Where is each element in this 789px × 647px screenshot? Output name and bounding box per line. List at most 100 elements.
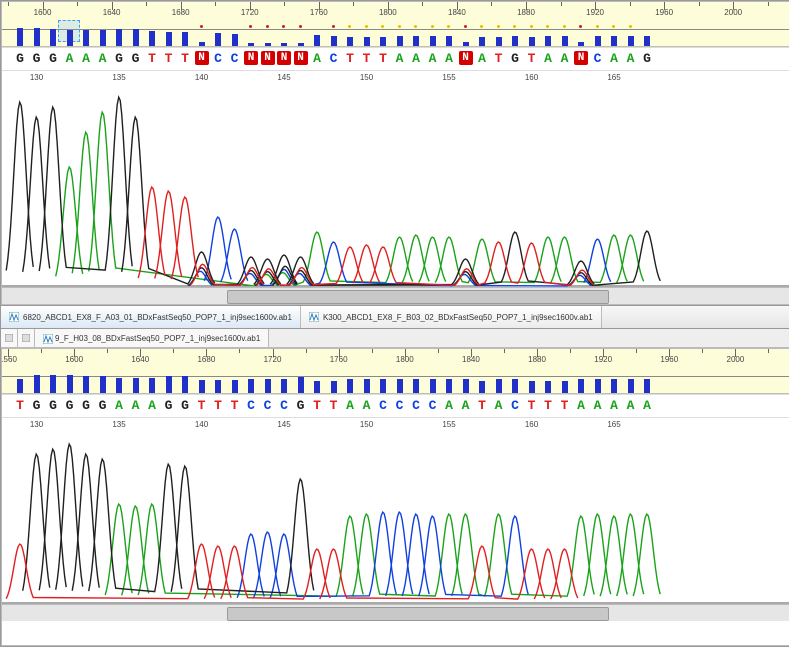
bottom-sequence-row[interactable]: TGGGGGAAAGGTTTCCCGTTAACCCCAATACTTTAAAAA — [2, 394, 789, 418]
base-G[interactable]: G — [45, 398, 61, 413]
base-G[interactable]: G — [12, 51, 28, 66]
base-T[interactable]: T — [12, 398, 28, 413]
top-ruler: 1600164016801720176018001840188019201960… — [2, 2, 789, 30]
base-A[interactable]: A — [111, 398, 127, 413]
base-G[interactable]: G — [95, 398, 111, 413]
bottom-hscroll[interactable] — [2, 604, 789, 621]
tab-label: 9_F_H03_08_BDxFastSeq50_POP7_1_inj9sec16… — [55, 334, 260, 343]
base-T[interactable]: T — [524, 51, 540, 66]
base-C[interactable]: C — [408, 398, 424, 413]
base-A[interactable]: A — [128, 398, 144, 413]
base-T[interactable]: T — [210, 398, 226, 413]
base-A[interactable]: A — [491, 398, 507, 413]
base-A[interactable]: A — [342, 398, 358, 413]
base-T[interactable]: T — [144, 51, 160, 66]
bottom-hscroll-thumb[interactable] — [227, 607, 609, 621]
base-A[interactable]: A — [606, 398, 622, 413]
base-G[interactable]: G — [639, 51, 655, 66]
base-A[interactable]: A — [359, 398, 375, 413]
base-C[interactable]: C — [507, 398, 523, 413]
tab-label: K300_ABCD1_EX8_F_B03_02_BDxFastSeq50_POP… — [323, 313, 593, 322]
base-A[interactable]: A — [425, 51, 441, 66]
base-G[interactable]: G — [128, 51, 144, 66]
base-A[interactable]: A — [441, 398, 457, 413]
base-T[interactable]: T — [540, 398, 556, 413]
base-A[interactable]: A — [441, 51, 457, 66]
base-T[interactable]: T — [557, 398, 573, 413]
base-G[interactable]: G — [29, 398, 45, 413]
base-G[interactable]: G — [29, 51, 45, 66]
top-quality-bars — [2, 30, 789, 46]
base-N[interactable]: N — [260, 51, 276, 65]
base-A[interactable]: A — [392, 51, 408, 66]
base-T[interactable]: T — [326, 398, 342, 413]
base-T[interactable]: T — [524, 398, 540, 413]
top-header-band: 1600164016801720176018001840188019201960… — [2, 2, 789, 47]
base-A[interactable]: A — [95, 51, 111, 66]
base-T[interactable]: T — [161, 51, 177, 66]
base-A[interactable]: A — [606, 51, 622, 66]
base-A[interactable]: A — [540, 51, 556, 66]
base-G[interactable]: G — [78, 398, 94, 413]
base-G[interactable]: G — [507, 51, 523, 66]
base-G[interactable]: G — [177, 398, 193, 413]
base-A[interactable]: A — [573, 398, 589, 413]
base-T[interactable]: T — [375, 51, 391, 66]
base-C[interactable]: C — [227, 51, 243, 66]
base-A[interactable]: A — [309, 51, 325, 66]
chromatogram-icon — [43, 334, 51, 342]
base-N[interactable]: N — [194, 51, 210, 65]
secondary-tab[interactable]: 9_F_H03_08_BDxFastSeq50_POP7_1_inj9sec16… — [35, 329, 269, 347]
base-G[interactable]: G — [293, 398, 309, 413]
base-C[interactable]: C — [392, 398, 408, 413]
base-N[interactable]: N — [276, 51, 292, 65]
base-C[interactable]: C — [243, 398, 259, 413]
base-A[interactable]: A — [62, 51, 78, 66]
base-T[interactable]: T — [491, 51, 507, 66]
base-A[interactable]: A — [474, 51, 490, 66]
base-C[interactable]: C — [260, 398, 276, 413]
base-T[interactable]: T — [359, 51, 375, 66]
base-C[interactable]: C — [326, 51, 342, 66]
top-chromatogram-panel: 1600164016801720176018001840188019201960… — [1, 1, 789, 305]
base-A[interactable]: A — [623, 398, 639, 413]
base-A[interactable]: A — [639, 398, 655, 413]
close-button[interactable] — [18, 329, 35, 347]
base-T[interactable]: T — [177, 51, 193, 66]
base-N[interactable]: N — [293, 51, 309, 65]
file-tab[interactable]: 6820_ABCD1_EX8_F_A03_01_BDxFastSeq50_POP… — [1, 306, 301, 328]
top-sequence-row[interactable]: GGGAAAGGTTTNCCNNNNACTTTAAAANATGTAANCAAG — [2, 47, 789, 71]
base-C[interactable]: C — [590, 51, 606, 66]
secondary-tabs[interactable]: 9_F_H03_08_BDxFastSeq50_POP7_1_inj9sec16… — [1, 329, 789, 348]
base-G[interactable]: G — [161, 398, 177, 413]
base-C[interactable]: C — [375, 398, 391, 413]
base-T[interactable]: T — [342, 51, 358, 66]
base-G[interactable]: G — [111, 51, 127, 66]
base-A[interactable]: A — [458, 398, 474, 413]
base-C[interactable]: C — [425, 398, 441, 413]
base-G[interactable]: G — [45, 51, 61, 66]
base-A[interactable]: A — [144, 398, 160, 413]
base-N[interactable]: N — [573, 51, 589, 65]
file-tab[interactable]: K300_ABCD1_EX8_F_B03_02_BDxFastSeq50_POP… — [301, 306, 602, 328]
base-N[interactable]: N — [243, 51, 259, 65]
base-T[interactable]: T — [194, 398, 210, 413]
base-N[interactable]: N — [458, 51, 474, 65]
top-hscroll[interactable] — [2, 287, 789, 304]
base-A[interactable]: A — [78, 51, 94, 66]
base-T[interactable]: T — [309, 398, 325, 413]
base-C[interactable]: C — [276, 398, 292, 413]
base-T[interactable]: T — [227, 398, 243, 413]
top-trace[interactable] — [2, 87, 789, 287]
base-C[interactable]: C — [210, 51, 226, 66]
base-A[interactable]: A — [408, 51, 424, 66]
left-button[interactable] — [1, 329, 18, 347]
bottom-trace[interactable] — [2, 434, 789, 604]
base-T[interactable]: T — [474, 398, 490, 413]
base-G[interactable]: G — [62, 398, 78, 413]
base-A[interactable]: A — [623, 51, 639, 66]
base-A[interactable]: A — [557, 51, 573, 66]
file-tabs[interactable]: 6820_ABCD1_EX8_F_A03_01_BDxFastSeq50_POP… — [1, 305, 789, 329]
base-A[interactable]: A — [590, 398, 606, 413]
top-hscroll-thumb[interactable] — [227, 290, 609, 304]
